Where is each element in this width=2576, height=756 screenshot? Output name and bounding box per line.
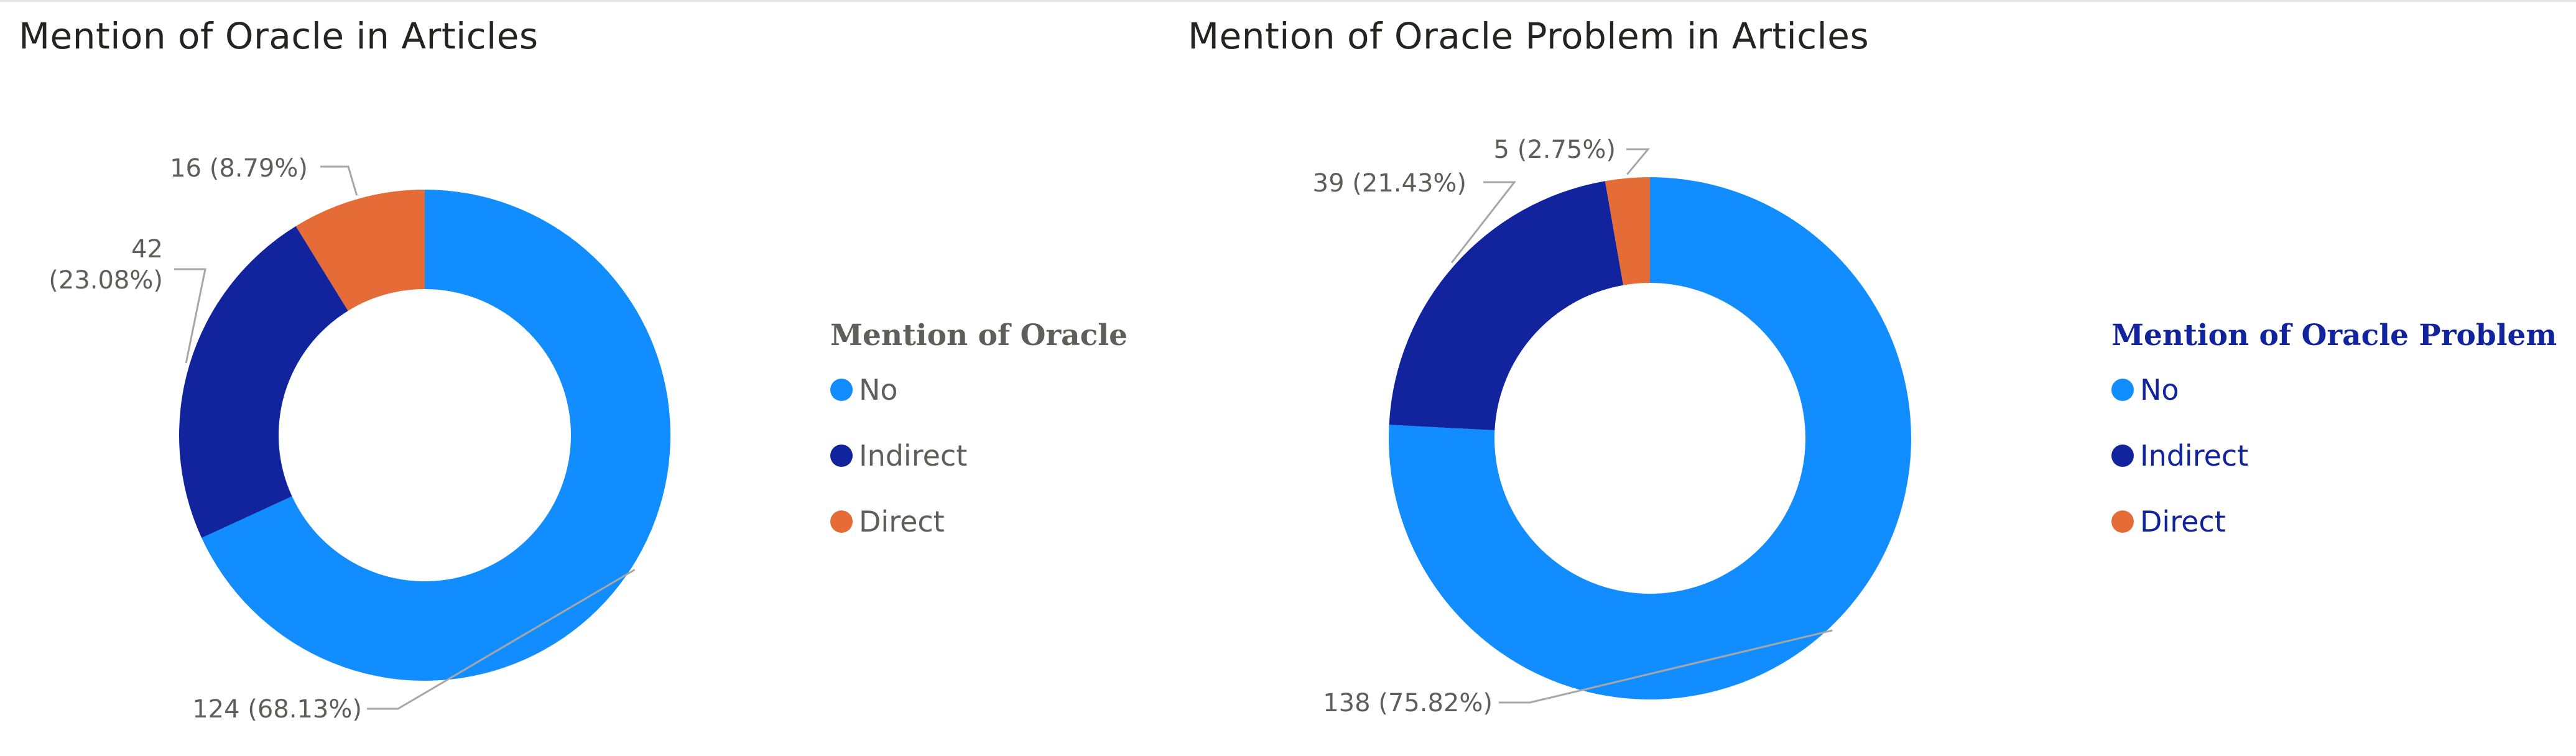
- legend-dot-direct: [830, 510, 853, 533]
- donut-slice-no[interactable]: [1389, 177, 1911, 699]
- legend-item-no[interactable]: No: [830, 370, 1128, 410]
- chart-title: Mention of Oracle in Articles: [19, 15, 539, 57]
- leader-line-direct: [320, 165, 358, 196]
- donut-chart: 124 (68.13%) 42(23.08%) 16 (8.79%): [49, 154, 670, 724]
- donut-chart: 138 (75.82%) 39 (21.43%) 5 (2.75%): [1313, 136, 1911, 717]
- leader-line-direct: [1626, 148, 1651, 175]
- leader-line-indirect: [174, 268, 206, 364]
- chart-title: Mention of Oracle Problem in Articles: [1188, 15, 1869, 57]
- legend-label-no: No: [859, 373, 898, 407]
- legend: Mention of Oracle No Indirect Direct: [830, 318, 1128, 568]
- legend-title: Mention of Oracle Problem: [2111, 318, 2557, 353]
- chart-panel-oracle: Mention of Oracle in Articles 124 (68.13…: [0, 0, 1169, 756]
- legend-label-direct: Direct: [859, 505, 945, 538]
- leader-line-no: [1499, 629, 1833, 704]
- donut-slice-no[interactable]: [202, 190, 670, 681]
- data-label-direct: 16 (8.79%): [170, 154, 308, 183]
- data-label-indirect: 39 (21.43%): [1313, 169, 1466, 198]
- legend-dot-indirect: [2111, 445, 2134, 467]
- donut-slice-direct[interactable]: [295, 190, 425, 311]
- legend-dot-no: [2111, 379, 2134, 401]
- legend-dot-no: [830, 379, 853, 401]
- data-label-direct: 5 (2.75%): [1494, 136, 1616, 164]
- donut-slice-direct[interactable]: [1605, 177, 1650, 285]
- legend-item-indirect[interactable]: Indirect: [830, 436, 1128, 476]
- legend-title: Mention of Oracle: [830, 318, 1128, 353]
- data-label-no: 124 (68.13%): [192, 695, 362, 724]
- legend-label-no: No: [2140, 373, 2179, 407]
- legend-dot-indirect: [830, 445, 853, 467]
- chart-panel-oracle-problem: Mention of Oracle Problem in Articles 13…: [1169, 0, 2576, 756]
- legend-dot-direct: [2111, 510, 2134, 533]
- legend-item-direct[interactable]: Direct: [830, 502, 1128, 542]
- data-label-no: 138 (75.82%): [1323, 689, 1493, 717]
- legend-item-indirect[interactable]: Indirect: [2111, 436, 2557, 476]
- donut-slice-indirect[interactable]: [1389, 181, 1624, 431]
- data-label-indirect: (23.08%): [49, 266, 163, 295]
- donut-slice-indirect[interactable]: [179, 226, 348, 538]
- legend-label-indirect: Indirect: [2140, 439, 2249, 472]
- legend-item-no[interactable]: No: [2111, 370, 2557, 410]
- data-label-indirect: 42: [131, 235, 163, 264]
- legend-label-direct: Direct: [2140, 505, 2226, 538]
- legend-item-direct[interactable]: Direct: [2111, 502, 2557, 542]
- leader-line-indirect: [1450, 181, 1517, 264]
- legend: Mention of Oracle Problem No Indirect Di…: [2111, 318, 2557, 568]
- top-divider: [0, 0, 2576, 2]
- leader-line-no: [367, 568, 636, 710]
- legend-label-indirect: Indirect: [859, 439, 968, 472]
